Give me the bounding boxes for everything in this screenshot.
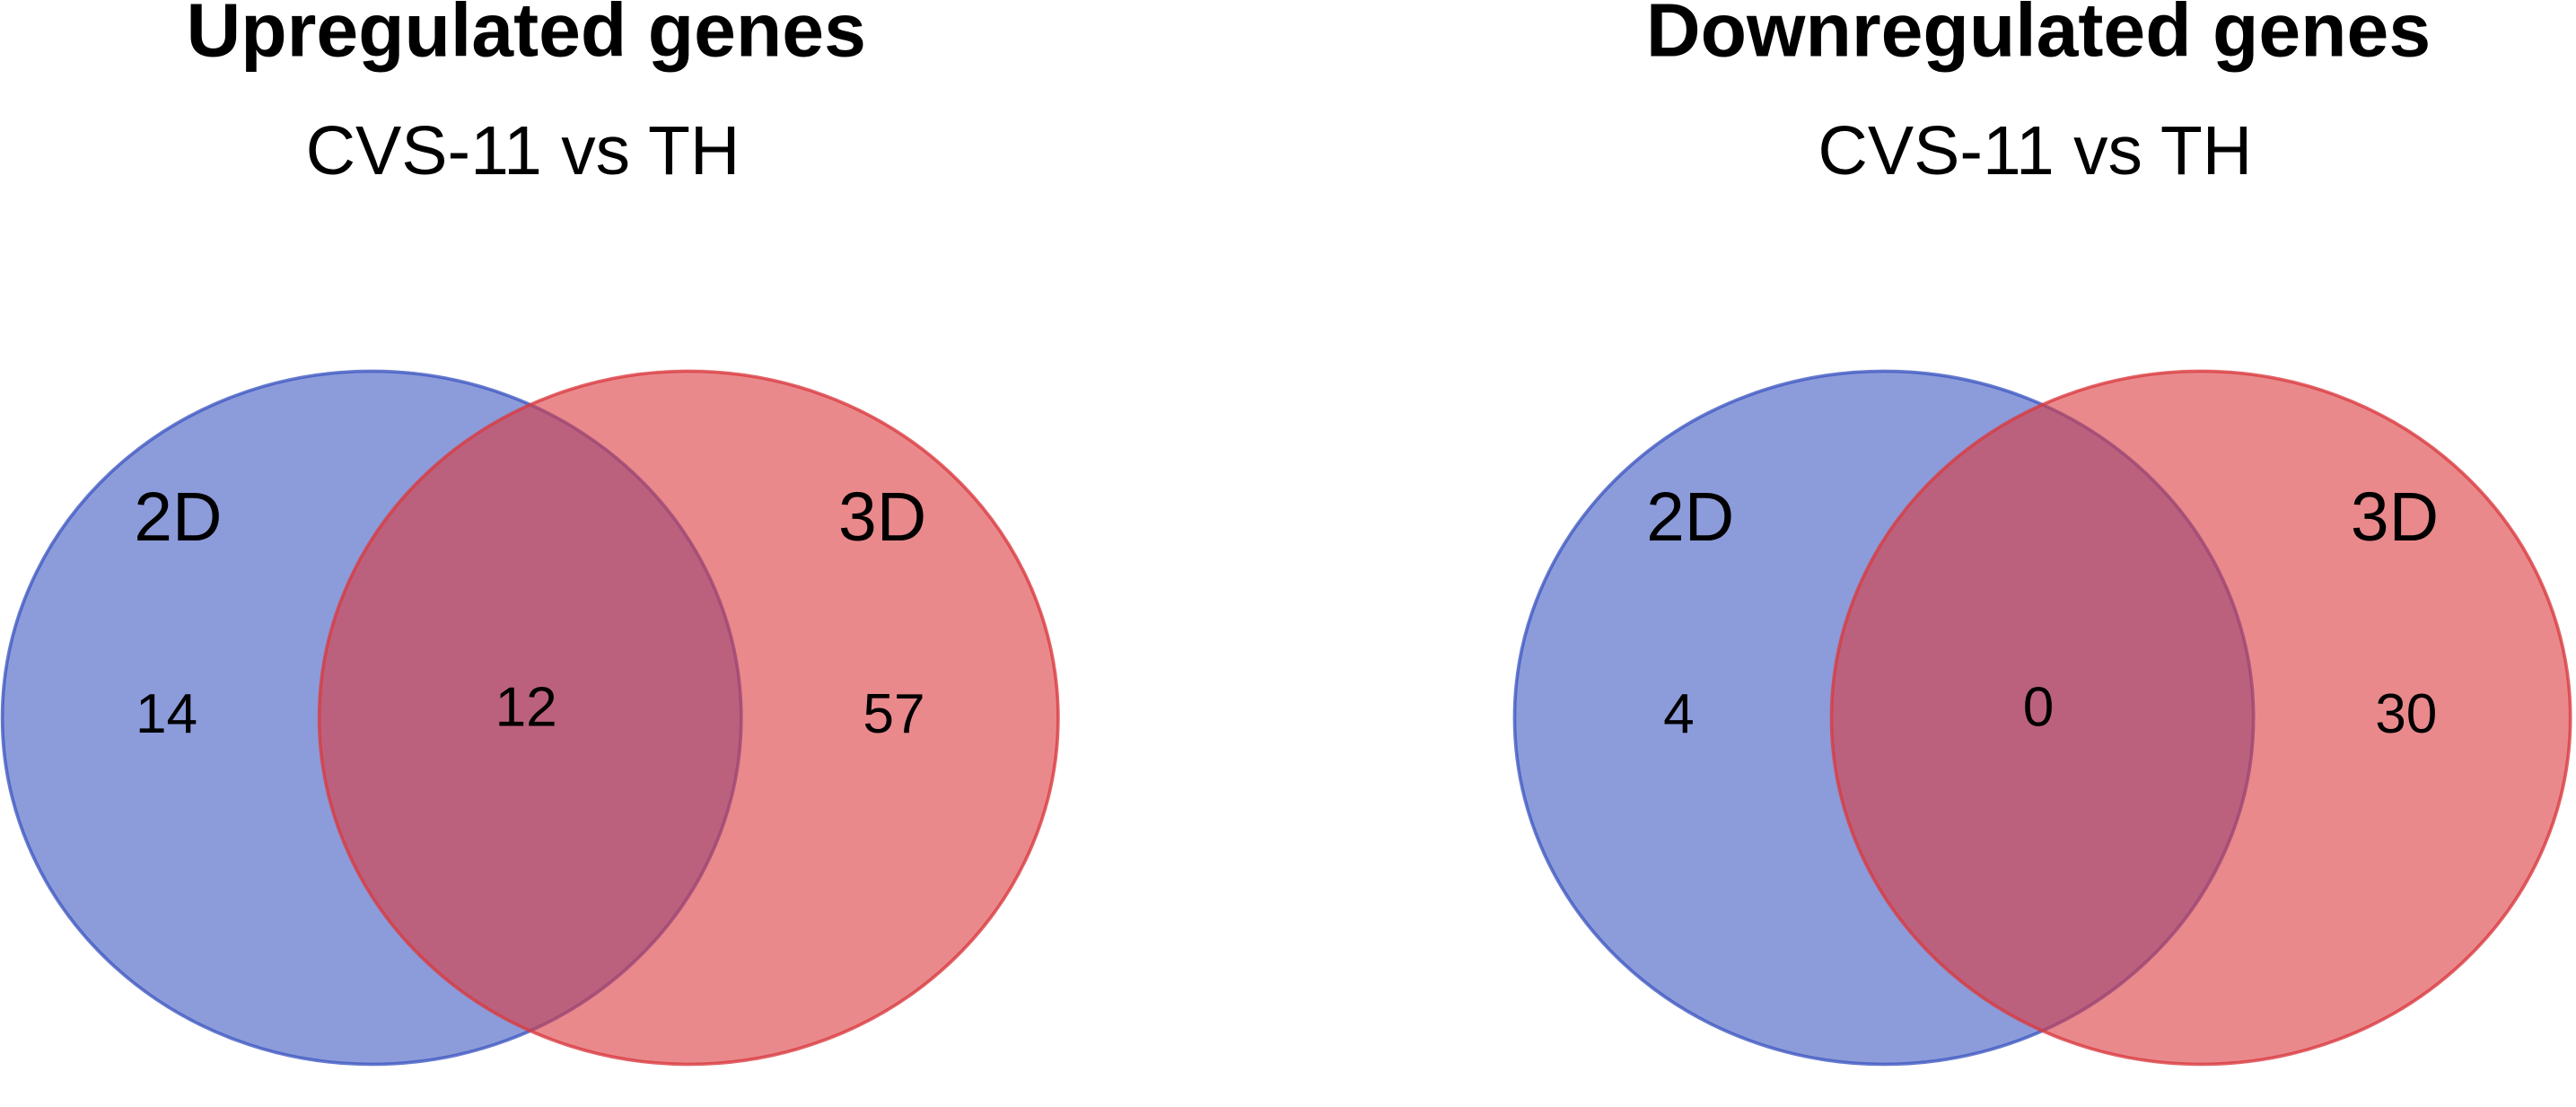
region-count: 30 — [2375, 683, 2437, 745]
region-count: 12 — [495, 677, 557, 739]
set-label: 3D — [2351, 479, 2439, 556]
chart-subtitle: CVS-11 vs TH — [1818, 112, 2252, 189]
chart-title: Upregulated genes — [186, 0, 865, 72]
region-count: 4 — [1663, 683, 1695, 745]
set-circle — [317, 369, 1060, 1067]
region-count: 57 — [863, 683, 924, 745]
set-circle — [1829, 369, 2572, 1067]
chart-subtitle: CVS-11 vs TH — [306, 112, 740, 189]
set-label: 2D — [134, 479, 222, 556]
set-label: 3D — [838, 479, 926, 556]
region-count: 14 — [136, 683, 197, 745]
chart-title: Downregulated genes — [1646, 0, 2431, 72]
set-label: 2D — [1646, 479, 1734, 556]
region-count: 0 — [2023, 677, 2055, 739]
